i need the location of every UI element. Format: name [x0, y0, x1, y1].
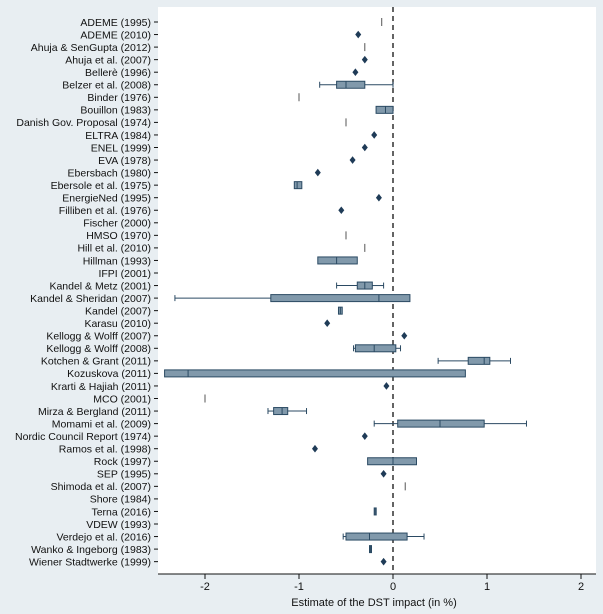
- study-label: Filliben et al. (1976): [59, 205, 151, 217]
- point-marker: [314, 168, 321, 177]
- y-axis-labels: ADEME (1995)ADEME (2010)Ahuja & SenGupta…: [15, 17, 158, 568]
- study-label: EVA (1978): [98, 155, 151, 167]
- box-iqr: [164, 369, 466, 378]
- x-tick-label: 2: [578, 581, 584, 593]
- study-label: Krarti & Hajiah (2011): [51, 381, 151, 393]
- study-label: ENEL (1999): [91, 142, 151, 154]
- study-label: SEP (1995): [97, 469, 151, 481]
- study-label: Terna (2016): [91, 506, 151, 518]
- x-tick-label: 1: [484, 581, 490, 593]
- study-label: Shimoda et al. (2007): [51, 481, 151, 493]
- study-label: Danish Gov. Proposal (1974): [16, 117, 151, 129]
- study-label: Kotchen & Grant (2011): [41, 356, 151, 368]
- study-label: Karasu (2010): [84, 318, 151, 330]
- study-label: Verdejo et al. (2016): [56, 531, 151, 543]
- x-tick-label: -2: [200, 581, 210, 593]
- point-marker: [380, 470, 387, 478]
- plot-area: [158, 7, 596, 574]
- study-label: Kellogg & Wolff (2008): [46, 343, 151, 355]
- box-iqr: [467, 356, 491, 365]
- point-marker: [338, 206, 345, 215]
- study-label: Shore (1984): [90, 494, 151, 506]
- box-iqr: [336, 80, 366, 89]
- point-marker: [371, 131, 378, 139]
- study-label: Kozuskova (2011): [67, 368, 151, 380]
- box-iqr: [317, 256, 358, 265]
- study-label: Nordic Council Report (1974): [15, 431, 151, 443]
- point-marker: [311, 444, 318, 453]
- study-label: Kandel & Sheridan (2007): [30, 293, 151, 305]
- point-marker: [361, 432, 368, 440]
- x-tick-label: 0: [390, 581, 396, 593]
- study-label: Kellogg & Wolff (2007): [46, 331, 151, 343]
- point-marker: [361, 55, 368, 64]
- box-iqr: [273, 407, 289, 416]
- study-label: Ramos et al. (1998): [59, 444, 151, 456]
- study-label: MCO (2001): [93, 393, 151, 405]
- point-marker: [352, 68, 359, 76]
- study-label: Kandel & Metz (2001): [49, 280, 151, 292]
- study-label: Ahuja & SenGupta (2012): [31, 42, 151, 54]
- box-iqr: [375, 105, 394, 114]
- box-iqr: [367, 457, 417, 466]
- study-label: VDEW (1993): [86, 519, 151, 531]
- box-iqr: [293, 181, 303, 190]
- study-label: Wanko & Ingeborg (1983): [31, 544, 151, 556]
- point-marker: [349, 156, 356, 164]
- study-label: Fischer (2000): [83, 218, 151, 230]
- box-iqr: [270, 294, 411, 303]
- study-label: Mirza & Bergland (2011): [38, 406, 151, 418]
- point-marker: [361, 143, 368, 152]
- study-label: Bouillon (1983): [80, 105, 151, 117]
- x-axis-label: Estimate of the DST impact (in %): [291, 597, 456, 609]
- point-marker: [355, 30, 362, 39]
- study-label: Kandel (2007): [85, 305, 151, 317]
- box-iqr: [345, 532, 408, 541]
- chart-marks: [164, 7, 527, 574]
- study-label: ADEME (1995): [80, 17, 151, 29]
- study-label: ADEME (2010): [80, 29, 151, 41]
- study-label: Ebersbach (1980): [68, 167, 151, 179]
- study-label: Wiener Stadtwerke (1999): [29, 556, 151, 568]
- study-label: Binder (1976): [87, 92, 151, 104]
- study-label: Hill et al. (2010): [77, 243, 151, 255]
- study-label: ELTRA (1984): [85, 130, 151, 142]
- point-marker: [375, 193, 382, 202]
- point-marker: [324, 319, 331, 327]
- study-label: Bellerè (1996): [85, 67, 151, 79]
- point-marker: [380, 557, 387, 566]
- study-label: Ahuja et al. (2007): [65, 54, 151, 66]
- point-marker: [383, 382, 390, 390]
- box-iqr: [354, 344, 397, 353]
- study-label: Hillman (1993): [83, 255, 151, 267]
- study-label: Ebersole et al. (1975): [51, 180, 151, 192]
- study-label: EnergieNed (1995): [62, 193, 151, 205]
- x-axis-ticks: -2 -1 0 1 2: [200, 574, 584, 593]
- box-iqr: [397, 419, 485, 428]
- study-label: Rock (1997): [94, 456, 151, 468]
- x-tick-label: -1: [294, 581, 304, 593]
- study-label: Belzer et al. (2008): [62, 80, 151, 92]
- study-label: HMSO (1970): [86, 230, 151, 242]
- point-marker: [401, 331, 408, 340]
- study-label: IFPI (2001): [98, 268, 151, 280]
- study-label: Momami et al. (2009): [52, 418, 151, 430]
